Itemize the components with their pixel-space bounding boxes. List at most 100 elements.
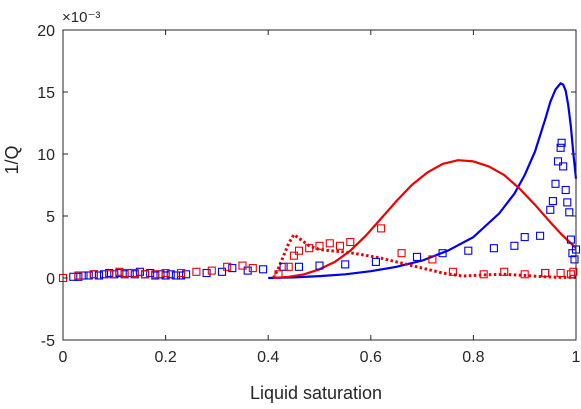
data-point-marker <box>346 237 355 247</box>
data-point-marker <box>325 239 334 248</box>
data-point-marker <box>115 267 124 276</box>
data-point-marker <box>520 270 529 279</box>
data-point-marker <box>223 262 232 271</box>
data-point-marker <box>448 267 457 276</box>
data-point-marker <box>341 260 350 269</box>
data-point-marker <box>500 267 509 276</box>
data-point-marker <box>171 271 180 280</box>
data-point-marker <box>566 270 575 279</box>
data-point-marker <box>570 255 579 264</box>
data-point-marker <box>74 271 83 280</box>
data-point-marker <box>89 270 98 279</box>
data-point-marker <box>284 262 293 271</box>
y-tick-label: 20 <box>37 23 55 40</box>
data-point-marker <box>202 268 211 278</box>
data-point-marker <box>557 138 566 147</box>
x-axis-ticks: 0 0.2 0.4 0.6 0.8 1 <box>59 30 581 366</box>
data-point-marker <box>428 255 437 264</box>
data-point-marker <box>412 252 422 261</box>
data-point-marker <box>565 208 574 217</box>
data-point-marker <box>335 241 345 250</box>
data-point-marker <box>371 257 380 266</box>
data-point-marker <box>548 197 557 206</box>
y-tick-label: 10 <box>37 147 55 164</box>
data-point-marker <box>479 270 488 279</box>
data-point-marker <box>294 262 304 271</box>
data-point-marker <box>289 251 298 260</box>
data-point-marker <box>464 246 473 255</box>
data-point-marker <box>248 264 257 273</box>
data-point-marker <box>243 266 252 275</box>
data-point-marker <box>553 157 563 166</box>
data-point-marker <box>315 241 324 250</box>
data-point-marker <box>182 270 191 279</box>
data-point-marker <box>94 271 103 280</box>
data-point-marker <box>566 235 575 244</box>
data-point-marker <box>105 270 114 279</box>
y-axis-label: 1/Q <box>2 145 22 174</box>
y-tick-label: -5 <box>41 333 55 350</box>
data-point-marker <box>228 264 237 273</box>
data-point-marker <box>217 267 227 276</box>
plot-frame <box>62 29 577 341</box>
data-point-marker <box>279 262 288 271</box>
y-tick-label: 15 <box>37 85 55 102</box>
x-tick-label: 0.4 <box>257 349 279 366</box>
y-scale-label: ×10⁻³ <box>62 9 100 26</box>
data-point-marker <box>305 244 314 253</box>
data-point-marker <box>125 268 134 278</box>
x-tick-label: 0.8 <box>462 349 484 366</box>
data-point-marker <box>110 270 119 279</box>
data-point-marker <box>397 249 406 258</box>
data-point-marker <box>192 267 201 276</box>
data-point-marker <box>79 271 88 280</box>
data-point-marker <box>141 270 150 279</box>
data-point-marker <box>536 231 545 240</box>
series-line-0 <box>268 82 578 280</box>
data-point-marker <box>541 268 550 278</box>
data-point-marker <box>377 224 386 233</box>
data-point-marker <box>161 268 170 278</box>
data-point-marker <box>510 241 519 250</box>
data-point-marker <box>551 179 560 188</box>
data-point-marker <box>166 270 175 279</box>
y-axis-ticks: -5 0 5 10 15 20 <box>37 23 576 350</box>
data-point-marker <box>135 267 144 276</box>
data-point-marker <box>176 268 186 278</box>
series-line-2 <box>271 233 576 279</box>
x-tick-label: 0 <box>59 349 68 366</box>
data-point-marker <box>438 249 447 258</box>
data-point-marker <box>120 268 129 278</box>
plot-series <box>58 82 581 283</box>
data-point-marker <box>315 261 324 270</box>
x-axis-label: Liquid saturation <box>250 383 382 403</box>
data-point-marker <box>563 198 572 207</box>
data-point-marker <box>559 162 568 171</box>
data-point-marker <box>561 185 570 195</box>
data-point-marker <box>556 268 565 278</box>
data-point-marker <box>556 143 565 152</box>
data-point-marker <box>130 268 139 278</box>
data-point-marker <box>69 272 78 281</box>
data-point-marker <box>520 233 529 242</box>
data-point-marker <box>294 246 304 255</box>
data-point-marker <box>146 268 155 278</box>
data-point-marker <box>238 261 247 270</box>
data-point-marker <box>259 265 268 274</box>
data-point-marker <box>546 205 555 214</box>
data-point-marker <box>274 270 283 279</box>
data-point-marker <box>84 271 93 280</box>
x-tick-label: 0.2 <box>154 349 176 366</box>
x-tick-label: 1 <box>572 349 581 366</box>
data-point-marker <box>151 270 160 279</box>
data-point-marker <box>156 270 165 279</box>
data-point-marker <box>569 267 578 276</box>
data-point-marker <box>99 270 109 279</box>
series-line-1 <box>273 159 577 280</box>
y-tick-label: 0 <box>46 271 55 288</box>
y-tick-label: 5 <box>46 209 55 226</box>
data-point-marker <box>489 244 498 253</box>
data-point-marker <box>207 266 216 275</box>
x-tick-label: 0.6 <box>360 349 382 366</box>
